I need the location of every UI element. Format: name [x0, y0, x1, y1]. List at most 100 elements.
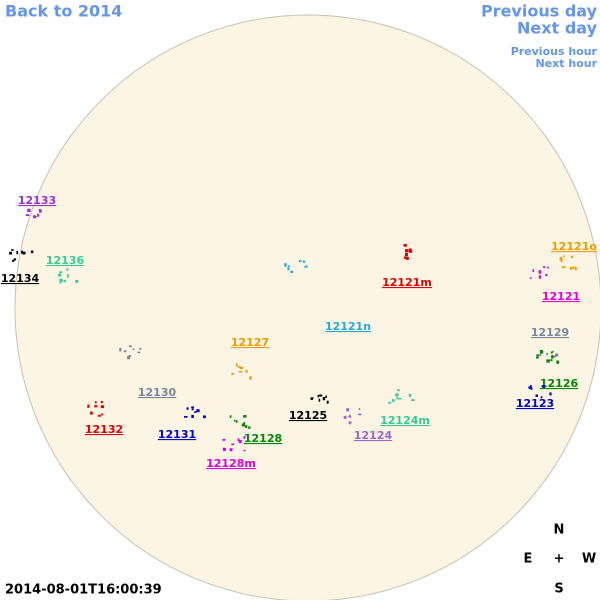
sunspot	[237, 438, 240, 442]
region-label[interactable]: 12128	[244, 432, 282, 445]
sunspot	[222, 447, 226, 451]
region-label[interactable]: 12123	[516, 397, 554, 410]
sunspot	[571, 266, 576, 269]
sunspot	[222, 438, 226, 441]
region-label[interactable]: 12126	[540, 377, 579, 390]
region-label[interactable]: 12121m	[382, 276, 432, 289]
sunspot	[404, 252, 409, 257]
sunspot	[563, 255, 565, 258]
sunspot-group	[184, 406, 206, 419]
sunspot	[529, 277, 532, 279]
sunspot-group	[343, 408, 362, 425]
sunspot	[240, 366, 244, 369]
sunspot	[22, 251, 26, 255]
sunspot	[408, 393, 412, 397]
sunspot	[194, 411, 197, 413]
sunspot	[349, 414, 351, 418]
sunspot	[237, 366, 240, 368]
sunspot	[540, 396, 543, 399]
sunspot	[322, 397, 326, 401]
previous-hour-link[interactable]: Previous hour	[511, 45, 598, 58]
sunspot	[94, 405, 98, 408]
sunspot	[530, 387, 533, 390]
sunspot	[343, 415, 347, 419]
region-label[interactable]: 12132	[85, 423, 123, 436]
sunspot	[229, 448, 233, 452]
sunspot	[538, 275, 542, 279]
region-label[interactable]: 12127	[231, 336, 269, 349]
sunspot	[546, 266, 549, 269]
sunspot	[25, 214, 30, 217]
sunspot	[395, 393, 399, 397]
sunspot	[396, 396, 398, 400]
previous-day-link[interactable]: Previous day	[481, 2, 598, 21]
sunspot	[203, 415, 206, 419]
sunspot-group	[559, 255, 577, 271]
region-label[interactable]: 12121n	[325, 320, 371, 333]
sunspot	[243, 415, 247, 418]
sunspot-group	[231, 363, 252, 380]
region-label[interactable]: 12129	[531, 326, 569, 339]
region-label[interactable]: 12128m	[206, 457, 256, 470]
back-link[interactable]: Back to 2014	[5, 2, 122, 21]
sunspot	[550, 351, 553, 354]
sunspot	[231, 373, 235, 375]
sunspot	[569, 267, 573, 270]
sunspot	[30, 250, 34, 254]
region-label[interactable]: 12125	[289, 409, 327, 422]
sunspot	[235, 363, 238, 367]
sunspot	[542, 266, 546, 268]
sunspot	[560, 259, 563, 263]
sunspot	[97, 414, 101, 417]
sunspot	[536, 354, 540, 356]
sunspot	[284, 263, 287, 267]
region-label[interactable]: 12121	[542, 290, 580, 303]
sunspot	[529, 385, 532, 388]
sunspot	[539, 353, 542, 357]
sunspot	[16, 250, 19, 255]
region-label[interactable]: 12124	[354, 429, 393, 442]
region-label[interactable]: 12134	[1, 272, 40, 285]
region-label[interactable]: 12131	[158, 428, 196, 441]
sunspot	[231, 443, 235, 446]
sunspot	[574, 267, 577, 271]
sunspot	[245, 369, 248, 373]
compass-west: W	[582, 552, 596, 567]
sunspot	[67, 274, 69, 278]
region-label[interactable]: 12121o	[551, 240, 597, 253]
region-label[interactable]: 12130	[138, 386, 177, 399]
sunspot	[556, 360, 560, 364]
next-hour-link[interactable]: Next hour	[536, 57, 598, 70]
compass-center: +	[554, 552, 565, 567]
sunspot	[388, 401, 391, 404]
sunspot	[404, 256, 408, 259]
sunspot	[559, 257, 563, 261]
sunspot	[408, 248, 412, 252]
sunspot	[397, 389, 400, 392]
sunspot	[403, 244, 408, 247]
sunspot	[536, 356, 539, 359]
sunspot	[191, 408, 194, 411]
sunspot-group	[284, 260, 308, 273]
region-label[interactable]: 12133	[18, 194, 56, 207]
compass-north: N	[554, 523, 565, 538]
sunspot	[546, 359, 550, 363]
sunspot	[538, 270, 542, 274]
sunspot	[27, 208, 31, 213]
sunspot-group	[25, 208, 42, 219]
sunspot	[243, 436, 246, 439]
region-label[interactable]: 12124m	[380, 414, 430, 427]
sunspot	[241, 423, 246, 427]
sunspot	[63, 279, 66, 283]
next-day-link[interactable]: Next day	[517, 19, 598, 38]
sunspot	[132, 348, 135, 351]
timestamp: 2014-08-01T16:00:39	[5, 583, 162, 598]
sunspot	[235, 420, 238, 423]
sunspot	[128, 355, 132, 357]
sunspot	[346, 408, 350, 412]
region-label[interactable]: 12136	[46, 254, 85, 267]
sunspot	[58, 273, 62, 277]
sunspot	[535, 394, 538, 397]
sunspot	[59, 281, 61, 284]
